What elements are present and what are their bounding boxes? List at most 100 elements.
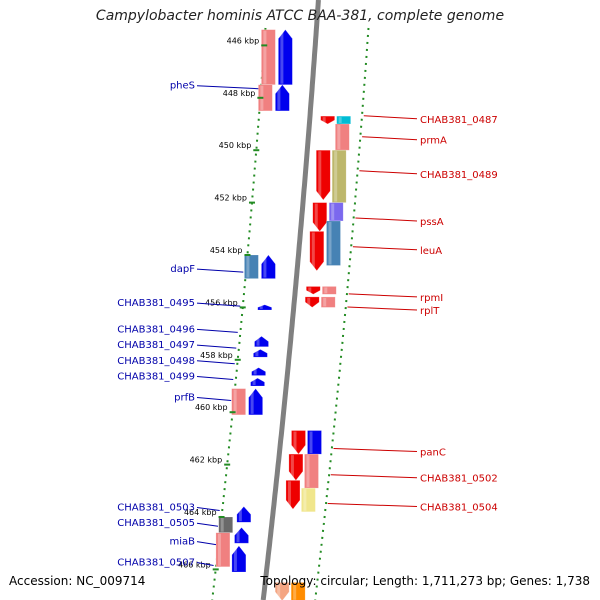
gene-track xyxy=(215,29,351,600)
gene-highlight-8 xyxy=(255,350,259,357)
scale-tick-label: 462 kbp xyxy=(190,456,223,465)
gene-highlight-34 xyxy=(306,455,310,488)
gene-highlight-10 xyxy=(252,379,256,385)
label-connector xyxy=(196,268,244,273)
gene-highlight-28 xyxy=(324,287,328,294)
label-connector xyxy=(333,448,418,452)
scale-tick-label: 458 kbp xyxy=(200,351,233,360)
gene-label-CHAB381_0495: CHAB381_0495 xyxy=(117,298,195,309)
gene-highlight-33 xyxy=(290,455,294,480)
label-connector xyxy=(327,503,418,508)
gene-feature-35 xyxy=(285,480,301,510)
label-connector xyxy=(347,306,418,311)
gene-highlight-32 xyxy=(309,431,313,454)
gene-highlight-35 xyxy=(287,481,291,509)
gene-feature-15 xyxy=(234,527,249,544)
gene-label-CHAB381_0497: CHAB381_0497 xyxy=(117,340,195,351)
gene-label-CHAB381_0504: CHAB381_0504 xyxy=(420,503,498,514)
gene-highlight-7 xyxy=(256,337,260,346)
gene-highlight-17 xyxy=(233,546,237,572)
gene-highlight-9 xyxy=(253,368,257,375)
label-connector xyxy=(348,293,418,298)
gene-label-CHAB381_0502: CHAB381_0502 xyxy=(420,474,498,485)
gene-feature-21 xyxy=(315,149,331,201)
accession-text: Accession: NC_009714 xyxy=(9,574,146,588)
gene-label-rpmI: rpmI xyxy=(420,293,443,304)
gene-feature-7 xyxy=(254,335,269,347)
gene-labels: pheS dapF CHAB381_0495 CHAB381_0496 CHAB381_… xyxy=(117,81,498,569)
gene-feature-34 xyxy=(304,453,319,489)
gene-label-panC: panC xyxy=(420,448,446,459)
scale-tick-label: 446 kbp xyxy=(227,36,260,45)
gene-feature-29 xyxy=(304,296,320,308)
gene-label-pssA: pssA xyxy=(420,217,444,228)
gene-feature-18 xyxy=(320,115,335,125)
outer-dotted-guide xyxy=(314,27,370,600)
gene-feature-1 xyxy=(261,29,276,85)
label-connector xyxy=(196,396,232,401)
gene-label-CHAB381_0489: CHAB381_0489 xyxy=(420,170,498,181)
label-connector xyxy=(352,246,418,251)
gene-label-prfB: prfB xyxy=(174,392,195,403)
scale-tick-label: 452 kbp xyxy=(214,194,247,203)
gene-feature-27 xyxy=(305,286,321,295)
gene-feature-25 xyxy=(309,231,325,272)
gene-label-CHAB381_0498: CHAB381_0498 xyxy=(117,356,195,367)
gene-feature-17 xyxy=(231,545,247,573)
gene-highlight-4 xyxy=(263,256,267,278)
dotted-guides xyxy=(211,27,370,600)
gene-feature-20 xyxy=(335,123,350,151)
gene-highlight-29 xyxy=(307,297,311,307)
gene-highlight-15 xyxy=(236,528,240,543)
gene-highlight-36 xyxy=(303,489,307,511)
map-title: Campylobacter hominis ATCC BAA-381, comp… xyxy=(95,8,505,24)
gene-highlight-2 xyxy=(277,85,281,110)
gene-feature-23 xyxy=(312,202,328,232)
label-connector xyxy=(196,507,220,512)
gene-feature-0 xyxy=(278,29,293,85)
gene-feature-19 xyxy=(336,115,351,125)
gene-label-miaB: miaB xyxy=(169,537,195,548)
gene-label-CHAB381_0507: CHAB381_0507 xyxy=(117,558,195,569)
gene-feature-9 xyxy=(251,367,266,376)
gene-label-CHAB381_0499: CHAB381_0499 xyxy=(117,372,195,383)
gene-label-dapF: dapF xyxy=(170,264,195,275)
label-connector xyxy=(196,328,238,333)
gene-highlight-5 xyxy=(246,256,250,278)
gene-highlight-22 xyxy=(334,151,338,202)
gene-highlight-23 xyxy=(314,203,318,231)
gene-feature-10 xyxy=(250,377,265,387)
gene-highlight-16 xyxy=(217,533,221,566)
gene-highlight-13 xyxy=(238,507,242,522)
gene-highlight-37 xyxy=(277,583,281,600)
gene-feature-24 xyxy=(328,202,344,222)
gene-feature-26 xyxy=(326,220,341,266)
gene-highlight-30 xyxy=(323,297,327,307)
label-connector xyxy=(196,522,219,527)
gene-feature-13 xyxy=(236,506,252,523)
gene-feature-16 xyxy=(215,532,231,568)
gene-highlight-25 xyxy=(311,232,315,270)
gene-feature-28 xyxy=(321,286,337,295)
scale-tick-label: 456 kbp xyxy=(205,298,238,307)
gene-feature-32 xyxy=(307,430,322,455)
scale-tick-label: 448 kbp xyxy=(223,89,256,98)
label-connector xyxy=(363,115,418,120)
gene-label-CHAB381_0496: CHAB381_0496 xyxy=(117,324,195,335)
label-connector xyxy=(359,170,418,175)
gene-highlight-11 xyxy=(250,389,254,414)
scale-tick-label: 454 kbp xyxy=(210,246,243,255)
label-connector xyxy=(196,344,237,349)
gene-feature-12 xyxy=(231,388,246,416)
gene-highlight-31 xyxy=(293,431,297,454)
scale-tick-label: 450 kbp xyxy=(219,141,252,150)
label-connector xyxy=(196,85,259,90)
label-connector xyxy=(196,376,234,381)
gene-highlight-14 xyxy=(220,518,224,532)
gene-feature-36 xyxy=(301,487,316,513)
gene-feature-38 xyxy=(290,582,306,600)
gene-highlight-26 xyxy=(328,221,332,265)
gene-feature-4 xyxy=(261,254,276,279)
gene-feature-30 xyxy=(320,296,336,308)
